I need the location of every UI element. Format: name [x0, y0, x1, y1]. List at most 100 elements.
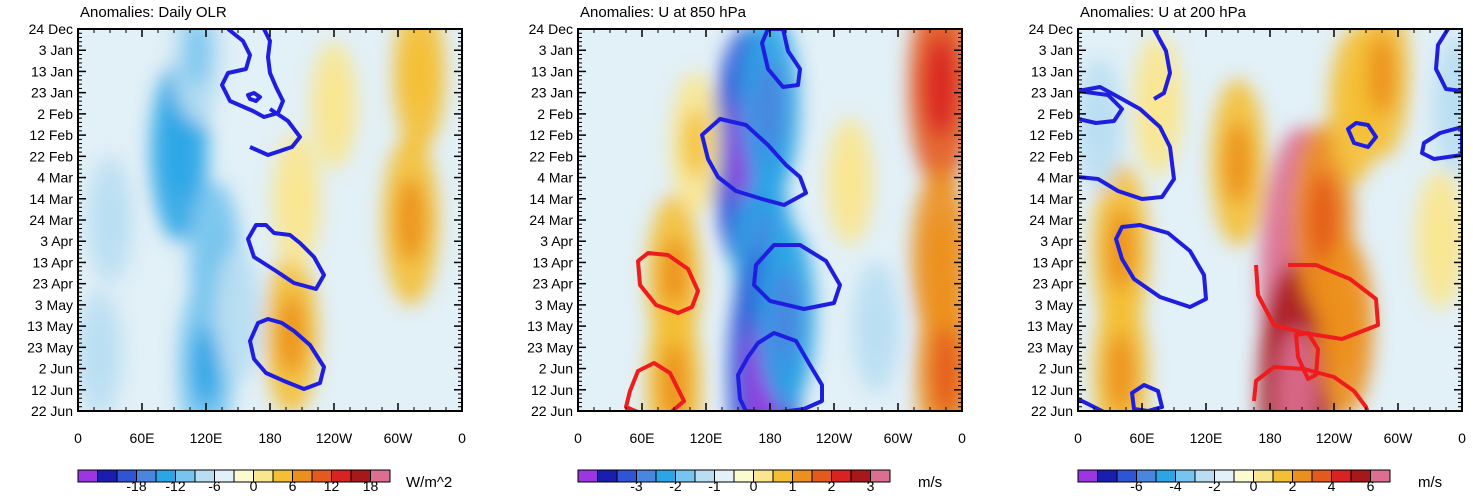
colorbar-unit: W/m^2 — [406, 474, 452, 491]
y-tick-label: 23 May — [1027, 339, 1073, 355]
x-tick-label: 60E — [630, 430, 655, 446]
y-tick-label: 22 Feb — [1029, 148, 1073, 164]
y-tick-label: 12 Feb — [29, 127, 73, 143]
y-tick-label: 3 Apr — [1040, 233, 1073, 249]
negative-contour — [246, 91, 262, 103]
colorbar: -18 -12 -6 0 6 12 18 — [77, 469, 391, 494]
y-tick-label: 3 Apr — [40, 233, 73, 249]
anomaly-core — [87, 323, 112, 385]
colorbar-swatch — [97, 469, 118, 483]
y-tick-label: 13 Jan — [531, 63, 573, 79]
colorbar-swatch — [77, 469, 98, 483]
x-tick-label: 180 — [258, 430, 282, 446]
colorbar-label: -2 — [1208, 478, 1221, 494]
y-axis: 24 Dec 3 Jan 13 Jan 23 Jan 2 Feb 12 Feb 22 Feb… — [527, 21, 962, 419]
y-tick-label: 13 Jan — [1031, 63, 1073, 79]
negative-contour — [760, 29, 802, 89]
colorbar-swatch — [870, 469, 891, 483]
x-axis: 0 60E 120E 180 120W 60W 0 — [74, 29, 466, 446]
y-tick-label: 22 Jun — [31, 403, 73, 419]
y-tick-label: 4 Mar — [1037, 170, 1073, 186]
heatmap-area — [78, 29, 462, 411]
y-tick-label: 3 May — [35, 297, 73, 313]
negative-contour — [246, 223, 326, 291]
positive-contour — [1252, 365, 1370, 411]
panel-u850: Anomalies: U at 850 hPa 24 Dec 3 Jan 13 Ja… — [527, 4, 966, 494]
anomaly-core — [406, 37, 433, 113]
negative-contour — [220, 29, 285, 119]
colorbar-label: -3 — [630, 478, 643, 494]
colorbar-label: 0 — [1250, 478, 1258, 494]
y-tick-label: 3 Apr — [540, 233, 573, 249]
negative-contour — [736, 331, 824, 411]
colorbar: -6 -4 -2 0 2 4 6 — [1077, 469, 1391, 494]
colorbar-label: 6 — [1367, 478, 1375, 494]
y-tick-label: 12 Feb — [529, 127, 573, 143]
colorbar-swatch — [1370, 469, 1391, 483]
colorbar-swatch — [1077, 469, 1098, 483]
y-tick-label: 23 Jan — [531, 85, 573, 101]
panel-title: Anomalies: U at 200 hPa — [1080, 4, 1247, 21]
anomaly-core — [1223, 122, 1253, 204]
y-tick-label: 2 Jun — [539, 361, 573, 377]
colorbar-label: -6 — [1130, 478, 1143, 494]
y-tick-label: 23 May — [27, 339, 73, 355]
colorbar-label: 6 — [289, 478, 297, 494]
anomaly-core — [838, 151, 862, 213]
panel-olr: Anomalies: Daily OLR 24 Dec 3 Jan 13 Jan 23… — [27, 4, 466, 494]
y-tick-label: 2 Feb — [1037, 106, 1073, 122]
colorbar-label: 0 — [250, 478, 258, 494]
panel-title: Anomalies: U at 850 hPa — [580, 4, 747, 21]
y-tick-label: 4 Mar — [537, 170, 573, 186]
x-tick-label: 0 — [458, 430, 466, 446]
y-tick-label: 13 Apr — [533, 254, 574, 270]
y-tick-label: 24 Mar — [1029, 212, 1073, 228]
anomaly-core — [1106, 332, 1135, 411]
y-tick-label: 23 Apr — [33, 276, 74, 292]
colorbar-label: 3 — [867, 478, 875, 494]
y-tick-label: 13 Jan — [31, 63, 73, 79]
x-tick-label: 120W — [1316, 430, 1353, 446]
y-tick-label: 4 Mar — [37, 170, 73, 186]
x-tick-label: 60W — [1384, 430, 1414, 446]
x-tick-label: 0 — [1074, 430, 1082, 446]
colorbar-label: -1 — [708, 478, 721, 494]
anomaly-core — [98, 189, 122, 251]
y-tick-label: 22 Feb — [29, 148, 73, 164]
colorbar-label: 1 — [789, 478, 797, 494]
colorbar-label: -6 — [208, 478, 221, 494]
anomaly-core — [396, 178, 426, 262]
colorbar-label: -4 — [1169, 478, 1182, 494]
negative-contour — [752, 243, 842, 311]
heatmap-area — [1078, 29, 1462, 411]
negative-contour — [1130, 383, 1164, 411]
y-tick-label: 23 Apr — [533, 276, 574, 292]
anomaly-core — [164, 107, 195, 196]
anomaly-core — [1367, 34, 1397, 116]
y-tick-label: 24 Dec — [1029, 21, 1073, 37]
y-tick-label: 3 Jan — [539, 42, 573, 58]
y-tick-label: 23 Jan — [1031, 85, 1073, 101]
anomaly-core — [864, 294, 889, 359]
y-tick-label: 22 Jun — [1031, 403, 1073, 419]
colorbar-label: 4 — [1328, 478, 1336, 494]
colorbar-label: -2 — [669, 478, 682, 494]
colorbar-swatch — [597, 469, 618, 483]
colorbar-label: 2 — [1289, 478, 1297, 494]
positive-contour — [624, 361, 686, 411]
colorbar-swatch — [1097, 469, 1118, 483]
y-tick-label: 23 May — [527, 339, 573, 355]
x-tick-label: 0 — [74, 430, 82, 446]
x-tick-label: 60E — [130, 430, 155, 446]
panel-title: Anomalies: Daily OLR — [80, 4, 227, 21]
x-axis: 0 60E 120E 180 120W 60W 0 — [1074, 29, 1466, 446]
x-tick-label: 180 — [758, 430, 782, 446]
anomaly-core — [682, 108, 708, 179]
colorbar-label: 2 — [828, 478, 836, 494]
y-tick-label: 13 May — [27, 318, 73, 334]
negative-contour — [1434, 29, 1462, 93]
x-axis: 0 60E 120E 180 120W 60W 0 — [574, 29, 966, 446]
y-tick-label: 12 Jun — [1031, 382, 1073, 398]
anomaly-core — [930, 327, 962, 411]
colorbar-unit: m/s — [918, 474, 942, 491]
